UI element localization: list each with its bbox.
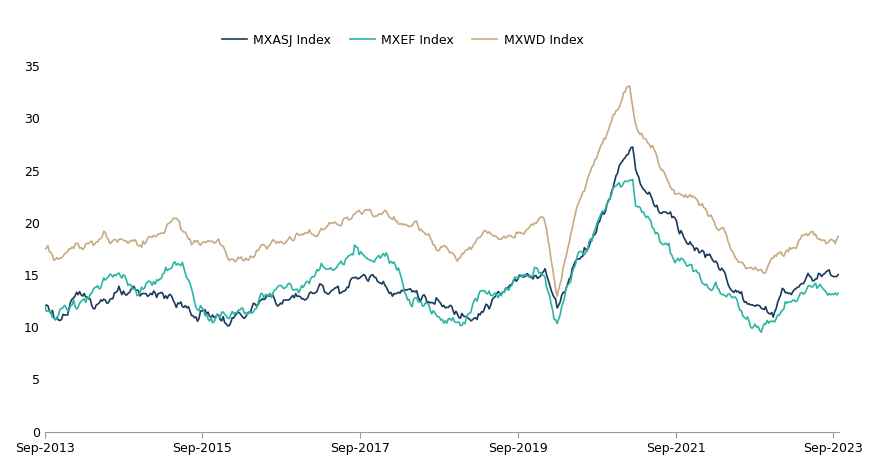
Line: MXASJ Index: MXASJ Index	[45, 147, 838, 326]
Line: MXEF Index: MXEF Index	[45, 180, 838, 332]
Line: MXWD Index: MXWD Index	[45, 86, 838, 296]
Legend: MXASJ Index, MXEF Index, MXWD Index: MXASJ Index, MXEF Index, MXWD Index	[216, 29, 587, 52]
